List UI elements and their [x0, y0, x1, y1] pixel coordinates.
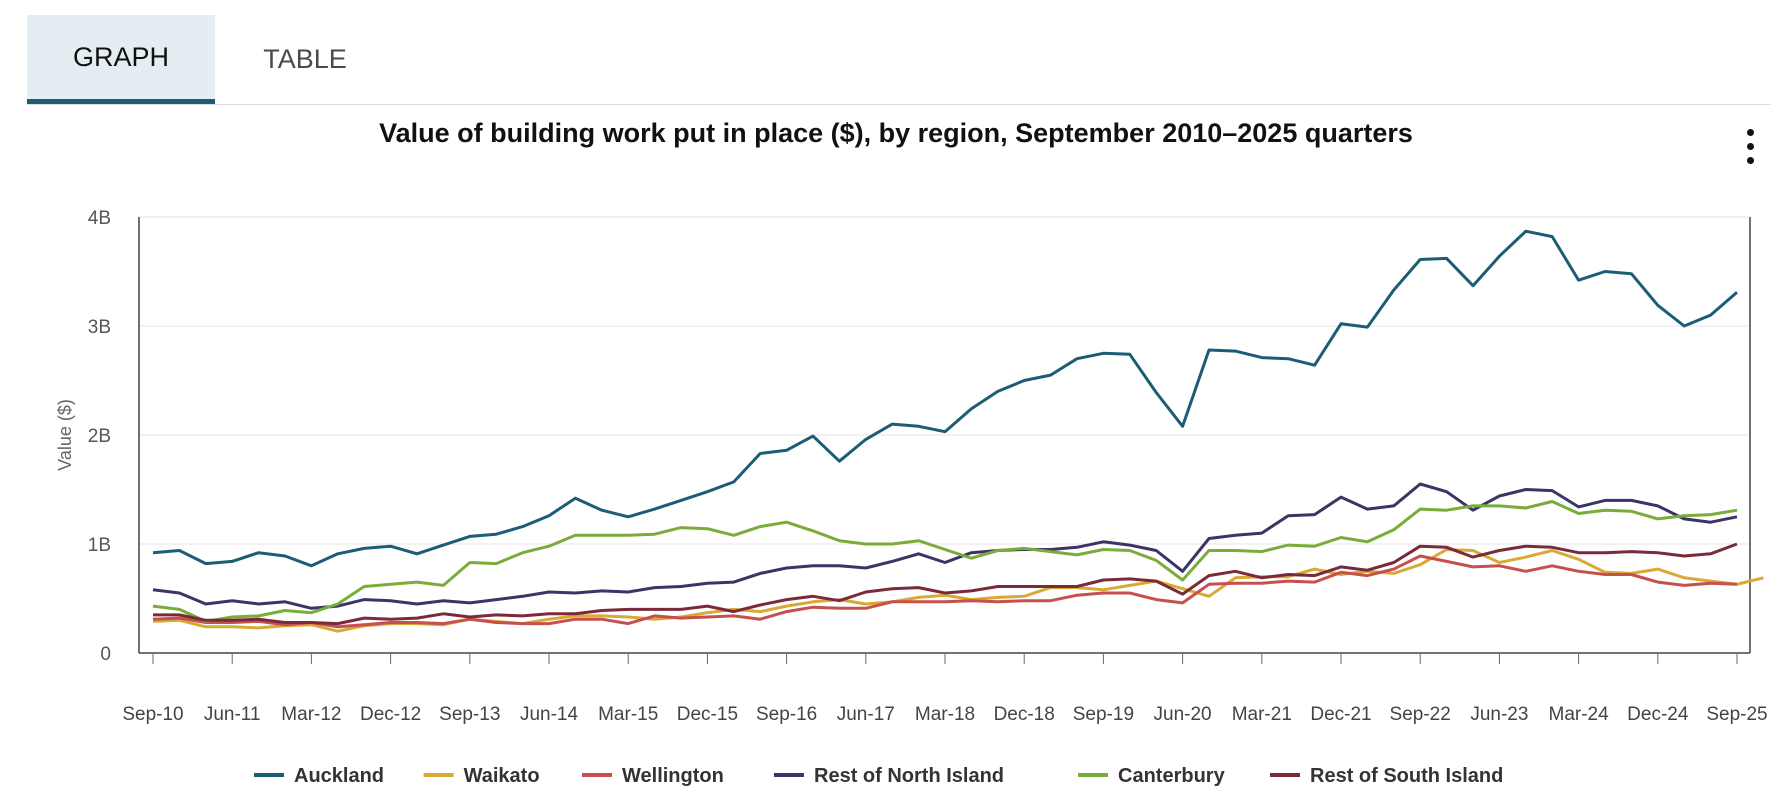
x-tick-label: Jun-23 [1470, 704, 1528, 725]
x-tick-label: Sep-25 [1706, 704, 1767, 725]
y-tick-label: 0 [100, 644, 111, 665]
x-tick-label: Jun-14 [520, 704, 579, 725]
chart-menu-button[interactable] [1735, 128, 1765, 168]
x-tick-label: Mar-24 [1549, 704, 1610, 725]
x-tick-label: Mar-21 [1232, 704, 1292, 725]
legend-label: Rest of South Island [1310, 765, 1503, 787]
tab-table[interactable]: TABLE [263, 44, 347, 74]
legend-label: Auckland [294, 765, 384, 787]
x-tick-label: Sep-13 [439, 704, 500, 725]
x-tick-label: Mar-15 [598, 704, 658, 725]
x-tick-label: Jun-17 [837, 704, 895, 725]
legend-label: Canterbury [1118, 765, 1226, 787]
series-line-wellington [152, 554, 1738, 629]
x-tick-label: Jun-11 [204, 704, 261, 725]
x-tick-label: Mar-12 [281, 704, 341, 725]
menu-dots-icon [1747, 157, 1754, 164]
x-tick-label: Dec-21 [1310, 704, 1371, 725]
tab-divider [27, 104, 1771, 105]
series-line-canterbury [152, 500, 1738, 623]
legend-label: Rest of North Island [814, 765, 1004, 787]
y-tick-label: 4B [88, 208, 111, 229]
x-tick-label: Sep-19 [1073, 704, 1134, 725]
y-tick-label: 1B [88, 535, 111, 556]
legend-label: Waikato [464, 765, 540, 787]
x-tick-label: Sep-16 [756, 704, 817, 725]
x-tick-label: Jun-20 [1154, 704, 1212, 725]
x-tick-label: Dec-15 [677, 704, 738, 725]
series-line-rest-of-south-island [153, 542, 1738, 626]
legend-label: Wellington [622, 765, 724, 787]
y-tick-label: 2B [88, 426, 111, 447]
menu-dots-icon [1747, 129, 1754, 136]
menu-dots-icon [1747, 143, 1754, 150]
y-axis-title: Value ($) [55, 399, 75, 471]
x-tick-label: Dec-24 [1627, 704, 1689, 725]
chart-title: Value of building work put in place ($),… [379, 118, 1413, 148]
view-tabs: GRAPH TABLE [27, 15, 395, 104]
x-tick-label: Dec-12 [360, 704, 421, 725]
x-tick-label: Sep-10 [122, 704, 183, 725]
y-tick-label: 3B [88, 317, 111, 338]
x-tick-label: Dec-18 [994, 704, 1055, 725]
tab-graph[interactable]: GRAPH [27, 15, 215, 104]
series-line-rest-of-north-island [152, 482, 1738, 610]
series-line-auckland [152, 229, 1738, 568]
x-tick-label: Mar-18 [915, 704, 975, 725]
x-tick-label: Sep-22 [1390, 704, 1451, 725]
